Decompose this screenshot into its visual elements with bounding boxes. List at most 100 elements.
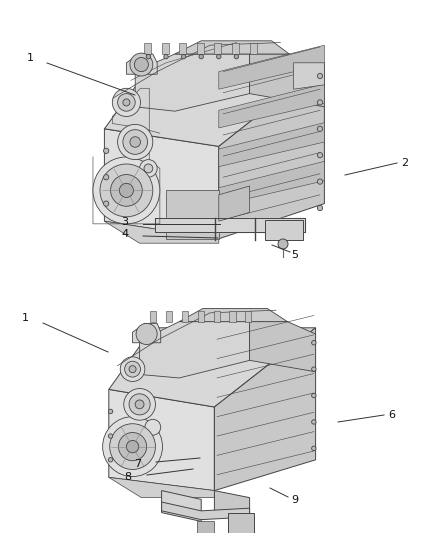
Circle shape	[136, 324, 157, 344]
Circle shape	[318, 100, 323, 105]
Circle shape	[278, 239, 288, 249]
Text: 7: 7	[134, 459, 141, 469]
Circle shape	[100, 164, 153, 217]
Circle shape	[318, 126, 323, 132]
Text: 1: 1	[27, 53, 33, 63]
Polygon shape	[213, 311, 220, 321]
Polygon shape	[250, 54, 325, 107]
Circle shape	[146, 54, 151, 59]
Polygon shape	[162, 43, 169, 54]
Polygon shape	[166, 190, 219, 239]
Circle shape	[124, 389, 155, 420]
Text: 9: 9	[291, 495, 299, 505]
Polygon shape	[250, 43, 257, 54]
Polygon shape	[182, 311, 188, 321]
Text: 6: 6	[389, 410, 396, 420]
Circle shape	[312, 341, 316, 345]
Polygon shape	[250, 321, 316, 372]
Polygon shape	[162, 502, 250, 520]
Polygon shape	[140, 321, 250, 378]
Polygon shape	[197, 43, 204, 54]
Circle shape	[127, 440, 139, 453]
Polygon shape	[245, 311, 251, 321]
Circle shape	[312, 420, 316, 424]
Circle shape	[110, 424, 155, 470]
Polygon shape	[109, 328, 316, 407]
Circle shape	[234, 54, 239, 59]
Bar	[265, 220, 303, 240]
Polygon shape	[198, 311, 204, 321]
Circle shape	[144, 164, 153, 173]
Circle shape	[102, 417, 162, 477]
Polygon shape	[144, 43, 151, 54]
Circle shape	[130, 137, 141, 147]
Polygon shape	[166, 311, 172, 321]
Polygon shape	[150, 311, 156, 321]
Circle shape	[119, 432, 147, 461]
Circle shape	[112, 88, 141, 117]
Circle shape	[199, 54, 203, 59]
Polygon shape	[228, 513, 254, 533]
Circle shape	[117, 124, 153, 159]
Circle shape	[93, 157, 160, 224]
Polygon shape	[179, 43, 186, 54]
Polygon shape	[127, 54, 157, 74]
Circle shape	[123, 99, 130, 106]
Circle shape	[117, 94, 135, 111]
Polygon shape	[104, 221, 219, 243]
Polygon shape	[133, 324, 161, 343]
Text: 5: 5	[292, 250, 299, 260]
Text: 8: 8	[124, 472, 131, 482]
Polygon shape	[109, 478, 214, 498]
Circle shape	[108, 458, 113, 462]
Polygon shape	[293, 63, 325, 89]
Polygon shape	[219, 84, 325, 128]
Polygon shape	[219, 161, 325, 205]
Circle shape	[120, 357, 145, 382]
Polygon shape	[232, 43, 239, 54]
Text: 4: 4	[121, 229, 129, 239]
Polygon shape	[104, 129, 219, 239]
Circle shape	[123, 130, 148, 155]
Circle shape	[129, 394, 150, 415]
Polygon shape	[219, 45, 325, 89]
Circle shape	[108, 434, 113, 438]
Circle shape	[217, 54, 221, 59]
Circle shape	[312, 446, 316, 450]
Polygon shape	[104, 63, 325, 147]
Circle shape	[110, 175, 142, 206]
Polygon shape	[219, 123, 325, 167]
Polygon shape	[109, 390, 214, 490]
Circle shape	[140, 159, 157, 177]
Polygon shape	[135, 54, 250, 111]
Circle shape	[134, 58, 148, 71]
Circle shape	[129, 366, 136, 373]
Polygon shape	[214, 490, 250, 519]
Polygon shape	[162, 490, 201, 521]
Polygon shape	[230, 311, 236, 321]
Circle shape	[164, 54, 168, 59]
Text: 1: 1	[21, 313, 28, 323]
Polygon shape	[197, 521, 214, 533]
Polygon shape	[214, 43, 222, 54]
Circle shape	[318, 74, 323, 79]
Circle shape	[318, 179, 323, 184]
Circle shape	[145, 419, 161, 435]
Polygon shape	[179, 309, 287, 321]
Circle shape	[181, 54, 186, 59]
Circle shape	[318, 205, 323, 211]
Circle shape	[120, 183, 134, 197]
Polygon shape	[214, 328, 316, 490]
Polygon shape	[175, 41, 289, 54]
Circle shape	[103, 148, 109, 154]
Circle shape	[312, 367, 316, 372]
Circle shape	[318, 152, 323, 158]
Polygon shape	[219, 63, 325, 239]
Polygon shape	[155, 218, 305, 232]
Text: 3: 3	[121, 217, 128, 227]
Text: 2: 2	[402, 158, 409, 168]
Circle shape	[312, 393, 316, 398]
Circle shape	[108, 409, 113, 414]
Circle shape	[130, 53, 153, 76]
Circle shape	[103, 175, 109, 180]
